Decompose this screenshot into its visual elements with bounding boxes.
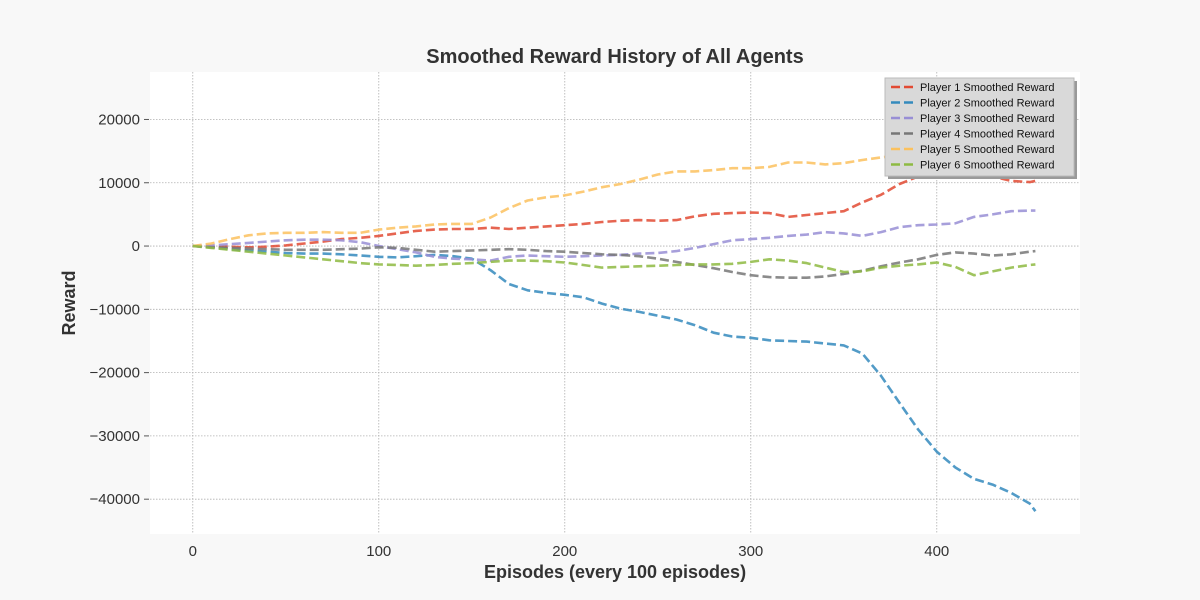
legend-label: Player 4 Smoothed Reward [920,129,1055,141]
x-axis-label: Episodes (every 100 episodes) [484,562,746,582]
series-line-player-1 [192,171,1036,249]
y-tick-label: −40000 [90,491,140,508]
x-tick-label: 200 [552,543,577,560]
legend-box [884,77,1075,177]
legend-label: Player 2 Smoothed Reward [920,98,1055,110]
y-tick-label: 20000 [98,111,140,128]
y-axis-label: Reward [59,270,79,335]
y-axis-ticks: 20000 10000 0 −10000 −20000 −30000 −40000 [90,111,149,508]
legend-label: Player 6 Smoothed Reward [920,160,1055,172]
y-tick-label: −30000 [90,428,140,445]
series-line-player-2 [192,244,1037,512]
x-axis-ticks: 0 100 200 300 400 [189,543,950,560]
series-line-player-3 [192,209,1036,262]
chart-title: Smoothed Reward History of All Agents [426,46,803,68]
y-tick-label: 0 [132,238,140,255]
legend-label: Player 5 Smoothed Reward [920,144,1055,156]
y-tick-label: 10000 [98,175,140,192]
y-tick-label: −10000 [90,301,140,318]
series-line-player-6 [192,244,1036,277]
x-tick-label: 300 [738,543,763,560]
y-tick-label: −20000 [90,365,140,382]
legend-label: Player 3 Smoothed Reward [920,113,1055,125]
legend-label: Player 1 Smoothed Reward [920,82,1055,94]
x-tick-label: 400 [924,543,949,560]
series-line-player-4 [192,244,1036,280]
x-tick-label: 100 [366,543,391,560]
legend: Player 1 Smoothed Reward Player 2 Smoothe… [884,77,1077,179]
x-tick-label: 0 [189,543,197,560]
